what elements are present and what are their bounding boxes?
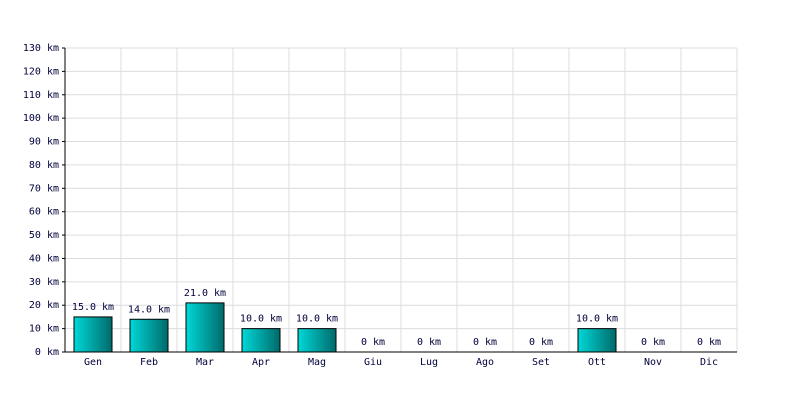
x-tick-label: Mag xyxy=(308,357,326,368)
value-label: 21.0 km xyxy=(184,288,226,299)
x-tick-label: Giu xyxy=(364,357,382,368)
y-tick-label: 130 km xyxy=(23,43,59,54)
value-label: 0 km xyxy=(361,337,385,348)
y-tick-label: 20 km xyxy=(29,300,59,311)
y-tick-label: 120 km xyxy=(23,66,59,77)
value-label: 15.0 km xyxy=(72,302,114,313)
value-label: 0 km xyxy=(473,337,497,348)
value-label: 0 km xyxy=(641,337,665,348)
bar xyxy=(129,318,169,353)
y-tick-label: 80 km xyxy=(29,160,59,171)
bar xyxy=(241,328,281,353)
x-tick-label: Feb xyxy=(140,357,158,368)
x-tick-label: Nov xyxy=(644,357,662,368)
x-tick-label: Mar xyxy=(196,357,214,368)
y-tick-label: 100 km xyxy=(23,113,59,124)
value-label: 10.0 km xyxy=(576,314,618,325)
value-label: 14.0 km xyxy=(128,304,170,315)
y-tick-label: 10 km xyxy=(29,324,59,335)
x-tick-label: Set xyxy=(532,357,550,368)
y-tick-label: 110 km xyxy=(23,90,59,101)
y-tick-label: 0 km xyxy=(35,347,59,358)
y-tick-label: 70 km xyxy=(29,183,59,194)
value-label: 0 km xyxy=(529,337,553,348)
value-label: 0 km xyxy=(417,337,441,348)
x-tick-label: Apr xyxy=(252,357,270,368)
y-tick-label: 60 km xyxy=(29,207,59,218)
y-tick-label: 30 km xyxy=(29,277,59,288)
bar xyxy=(297,328,337,353)
bar xyxy=(185,302,225,353)
value-label: 10.0 km xyxy=(240,314,282,325)
x-tick-label: Lug xyxy=(420,357,438,368)
bar xyxy=(73,316,113,353)
y-tick-label: 40 km xyxy=(29,253,59,264)
x-tick-label: Gen xyxy=(84,357,102,368)
y-tick-label: 50 km xyxy=(29,230,59,241)
bar xyxy=(577,328,617,353)
value-label: 0 km xyxy=(697,337,721,348)
y-tick-label: 90 km xyxy=(29,137,59,148)
x-tick-label: Ago xyxy=(476,357,494,368)
value-label: 10.0 km xyxy=(296,314,338,325)
x-tick-label: Dic xyxy=(700,357,718,368)
x-tick-label: Ott xyxy=(588,357,606,368)
